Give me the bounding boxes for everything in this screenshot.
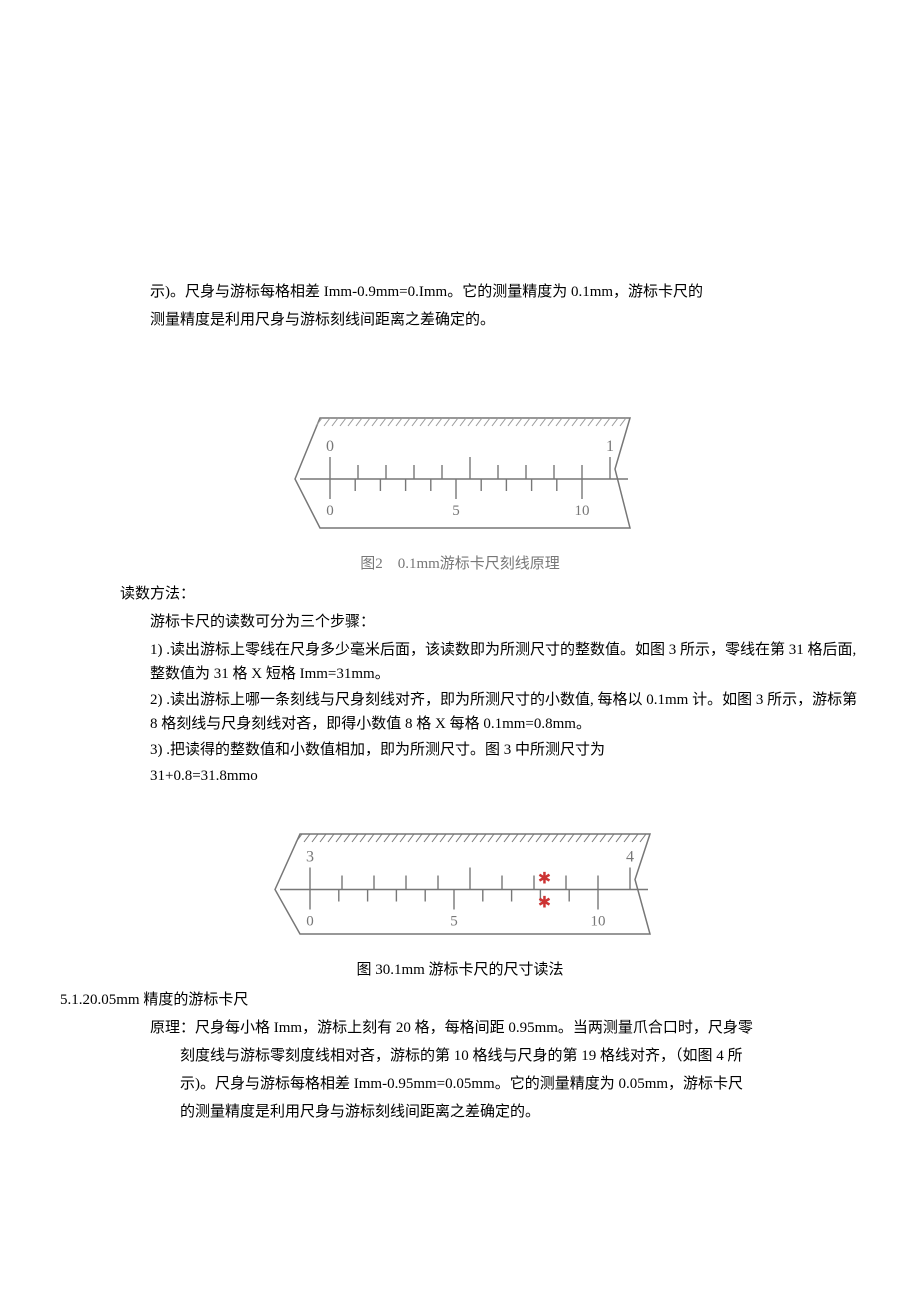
vernier-diagram-fig3: 3 4 0 5 10 ✱ ✱ xyxy=(260,818,660,948)
intro-line-1: 示)。尺身与游标每格相差 Imm-0.9mm=0.Imm。它的测量精度为 0.1… xyxy=(150,280,860,304)
intro-line-2: 测量精度是利用尺身与游标刻线间距离之差确定的。 xyxy=(150,308,860,332)
reading-heading: 读数方法： xyxy=(120,582,860,606)
step-3: 3) .把读得的整数值和小数值相加，即为所测尺寸。图 3 中所测尺寸为 xyxy=(150,738,860,762)
svg-text:0: 0 xyxy=(326,503,334,519)
step-1-text: .读出游标上零线在尺身多少毫米后面，该读数即为所测尺寸的整数值。如图 3 所示，… xyxy=(150,642,856,682)
reading-result: 31+0.8=31.8mmo xyxy=(150,764,860,788)
section-5-1-2-line1: 原理：尺身每小格 Imm，游标上刻有 20 格，每格间距 0.95mm。当两测量… xyxy=(150,1016,860,1040)
svg-text:5: 5 xyxy=(452,503,460,519)
svg-text:1: 1 xyxy=(606,438,614,455)
reading-steps: 1) .读出游标上零线在尺身多少毫米后面，该读数即为所测尺寸的整数值。如图 3 … xyxy=(150,638,860,762)
figure-2: 010510 图2 0.1mm游标卡尺刻线原理 xyxy=(60,402,860,576)
svg-text:0: 0 xyxy=(326,438,334,455)
step-2-num: 2) xyxy=(150,692,163,708)
svg-text:10: 10 xyxy=(591,914,606,930)
svg-text:✱: ✱ xyxy=(538,871,551,888)
section-5-1-2-line4: 的测量精度是利用尺身与游标刻线间距离之差确定的。 xyxy=(180,1100,860,1124)
step-2-text: .读出游标上哪一条刻线与尺身刻线对齐，即为所测尺寸的小数值, 每格以 0.1mm… xyxy=(150,692,857,732)
vernier-diagram-fig2: 010510 xyxy=(280,402,640,542)
step-3-num: 3) xyxy=(150,742,163,758)
section-5-1-2-line3: 示)。尺身与游标每格相差 Imm-0.95mm=0.05mm。它的测量精度为 0… xyxy=(180,1072,860,1096)
svg-text:4: 4 xyxy=(626,849,634,866)
document-page: 示)。尺身与游标每格相差 Imm-0.9mm=0.Imm。它的测量精度为 0.1… xyxy=(0,0,920,1188)
figure-3-caption: 图 30.1mm 游标卡尺的尺寸读法 xyxy=(60,958,860,982)
section-5-1-2-line2: 刻度线与游标零刻度线相对吝，游标的第 10 格线与尺身的第 19 格线对齐，（如… xyxy=(180,1044,860,1068)
figure-2-caption: 图2 0.1mm游标卡尺刻线原理 xyxy=(60,552,860,576)
svg-text:10: 10 xyxy=(575,503,590,519)
step-3-text: .把读得的整数值和小数值相加，即为所测尺寸。图 3 中所测尺寸为 xyxy=(166,742,605,758)
svg-text:✱: ✱ xyxy=(538,895,551,912)
svg-text:5: 5 xyxy=(450,914,458,930)
reading-intro: 游标卡尺的读数可分为三个步骤： xyxy=(150,610,860,634)
figure-3: 3 4 0 5 10 ✱ ✱ 图 30.1mm 游标卡尺的尺寸读法 xyxy=(60,818,860,982)
svg-text:3: 3 xyxy=(306,849,314,866)
step-1: 1) .读出游标上零线在尺身多少毫米后面，该读数即为所测尺寸的整数值。如图 3 … xyxy=(150,638,860,686)
step-1-num: 1) xyxy=(150,642,163,658)
svg-text:0: 0 xyxy=(306,914,314,930)
step-2: 2) .读出游标上哪一条刻线与尺身刻线对齐，即为所测尺寸的小数值, 每格以 0.… xyxy=(150,688,860,736)
section-5-1-2-heading: 5.1.20.05mm 精度的游标卡尺 xyxy=(60,988,860,1012)
